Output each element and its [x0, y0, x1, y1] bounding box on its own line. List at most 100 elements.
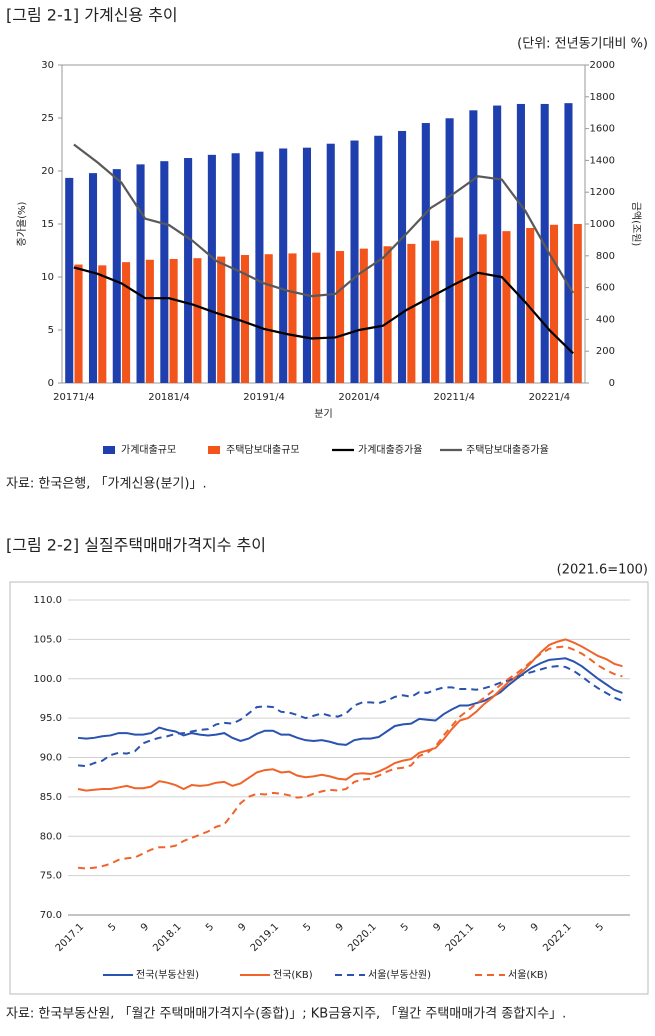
line — [77, 665, 623, 768]
x-tick-label: 2019.1 — [249, 921, 282, 954]
bar — [398, 130, 407, 383]
chart-frame — [9, 581, 649, 995]
y2-tick-label: 1800 — [590, 92, 615, 103]
bar — [374, 135, 383, 383]
bar — [564, 103, 573, 383]
bar — [478, 234, 487, 383]
bar — [421, 123, 430, 383]
bar — [65, 177, 74, 383]
y-tick-label: 90.0 — [40, 753, 62, 764]
y2-tick-label: 0 — [609, 378, 615, 389]
bar — [326, 143, 335, 383]
bar — [88, 173, 98, 383]
y-tick-label: 10 — [41, 272, 54, 283]
y-axis-label: 증가율(%) — [16, 201, 28, 246]
x-tick-label: 2018.1 — [151, 921, 184, 954]
line — [77, 638, 623, 792]
bar — [255, 151, 264, 383]
bar — [350, 140, 359, 383]
y2-axis-label: 금액(조원) — [630, 202, 642, 247]
y-tick-label: 95.0 — [40, 713, 62, 724]
x-tick-label: 2020.1 — [346, 921, 379, 954]
legend-label: 전국(KB) — [273, 969, 313, 981]
source: 자료: 한국은행, 「가계신용(분기)」. — [6, 476, 207, 492]
bar — [240, 255, 249, 383]
y-tick-label: 20 — [41, 166, 54, 177]
y2-tick-label: 600 — [596, 283, 615, 294]
y-tick-label: 100.0 — [33, 674, 62, 685]
bar — [431, 240, 440, 383]
x-tick-label: 9 — [139, 921, 151, 933]
bar — [136, 164, 145, 383]
source: 자료: 한국부동산원, 「월간 주택매매가격지수(종합)」; KB금융지주, 「… — [6, 1007, 566, 1022]
bar — [573, 224, 582, 383]
bar — [231, 153, 240, 383]
figure-title: [그림 2-2] 실질주택매매가격지수 추이 — [6, 536, 266, 555]
bar — [493, 105, 502, 384]
bar — [184, 158, 193, 383]
legend-label: 가계대출규모 — [121, 444, 176, 456]
x-tick-label: 2021.1 — [444, 921, 477, 954]
bar — [454, 237, 463, 383]
x-tick-label: 9 — [236, 921, 248, 933]
bar — [122, 262, 131, 383]
bar — [383, 246, 392, 383]
bar — [335, 251, 345, 383]
y-tick-label: 30 — [41, 60, 54, 71]
y2-tick-label: 400 — [596, 314, 615, 325]
bar — [549, 224, 559, 383]
x-tick-label: 9 — [529, 921, 541, 933]
legend-label: 주택담보대출증가율 — [466, 444, 549, 456]
bar — [445, 118, 454, 383]
x-tick-label: 5 — [204, 921, 216, 933]
x-tick-label: 2022.1 — [541, 921, 574, 954]
bar — [145, 259, 154, 383]
bar — [217, 256, 226, 383]
bar — [279, 148, 288, 383]
bar — [312, 252, 321, 383]
y2-tick-label: 800 — [596, 251, 615, 262]
bar — [74, 264, 83, 383]
y-tick-label: 105.0 — [33, 634, 62, 645]
x-axis-label: 분기 — [314, 408, 332, 420]
bar — [98, 265, 107, 383]
bar — [160, 161, 169, 383]
x-tick-label: 20171/4 — [53, 392, 95, 403]
x-tick-label: 20211/4 — [433, 392, 475, 403]
bar — [112, 169, 121, 383]
y-tick-label: 70.0 — [40, 910, 62, 921]
legend-label: 전국(부동산원) — [136, 969, 199, 981]
y2-tick-label: 1000 — [590, 219, 615, 230]
x-tick-label: 2017.1 — [54, 921, 87, 954]
y2-tick-label: 1200 — [590, 187, 615, 198]
x-tick-label: 20181/4 — [148, 392, 190, 403]
y-tick-label: 5 — [48, 325, 54, 336]
bar — [359, 248, 368, 383]
y-tick-label: 80.0 — [40, 831, 62, 842]
bar — [469, 110, 478, 383]
bar — [302, 147, 312, 383]
bar — [288, 253, 297, 383]
legend-label: 가계대출증가율 — [358, 444, 422, 456]
legend-label: 주택담보대출규모 — [226, 444, 300, 456]
x-tick-label: 5 — [301, 921, 313, 933]
line — [77, 657, 623, 746]
x-tick-label: 20191/4 — [243, 392, 285, 403]
x-tick-label: 9 — [334, 921, 346, 933]
bar — [407, 243, 416, 383]
x-tick-label: 5 — [399, 921, 411, 933]
legend-label: 서울(KB) — [508, 969, 548, 981]
y-tick-label: 85.0 — [40, 792, 62, 803]
legend-label: 서울(부동산원) — [368, 969, 431, 981]
y-tick-label: 15 — [41, 219, 54, 230]
x-tick-label: 9 — [431, 921, 443, 933]
line — [73, 143, 575, 298]
legend-swatch — [103, 446, 115, 454]
x-tick-label: 5 — [106, 921, 118, 933]
bar — [526, 227, 535, 383]
bar — [169, 258, 178, 383]
bar — [264, 254, 273, 383]
unit-note: (2021.6=100) — [557, 563, 648, 578]
x-tick-label: 20201/4 — [338, 392, 380, 403]
